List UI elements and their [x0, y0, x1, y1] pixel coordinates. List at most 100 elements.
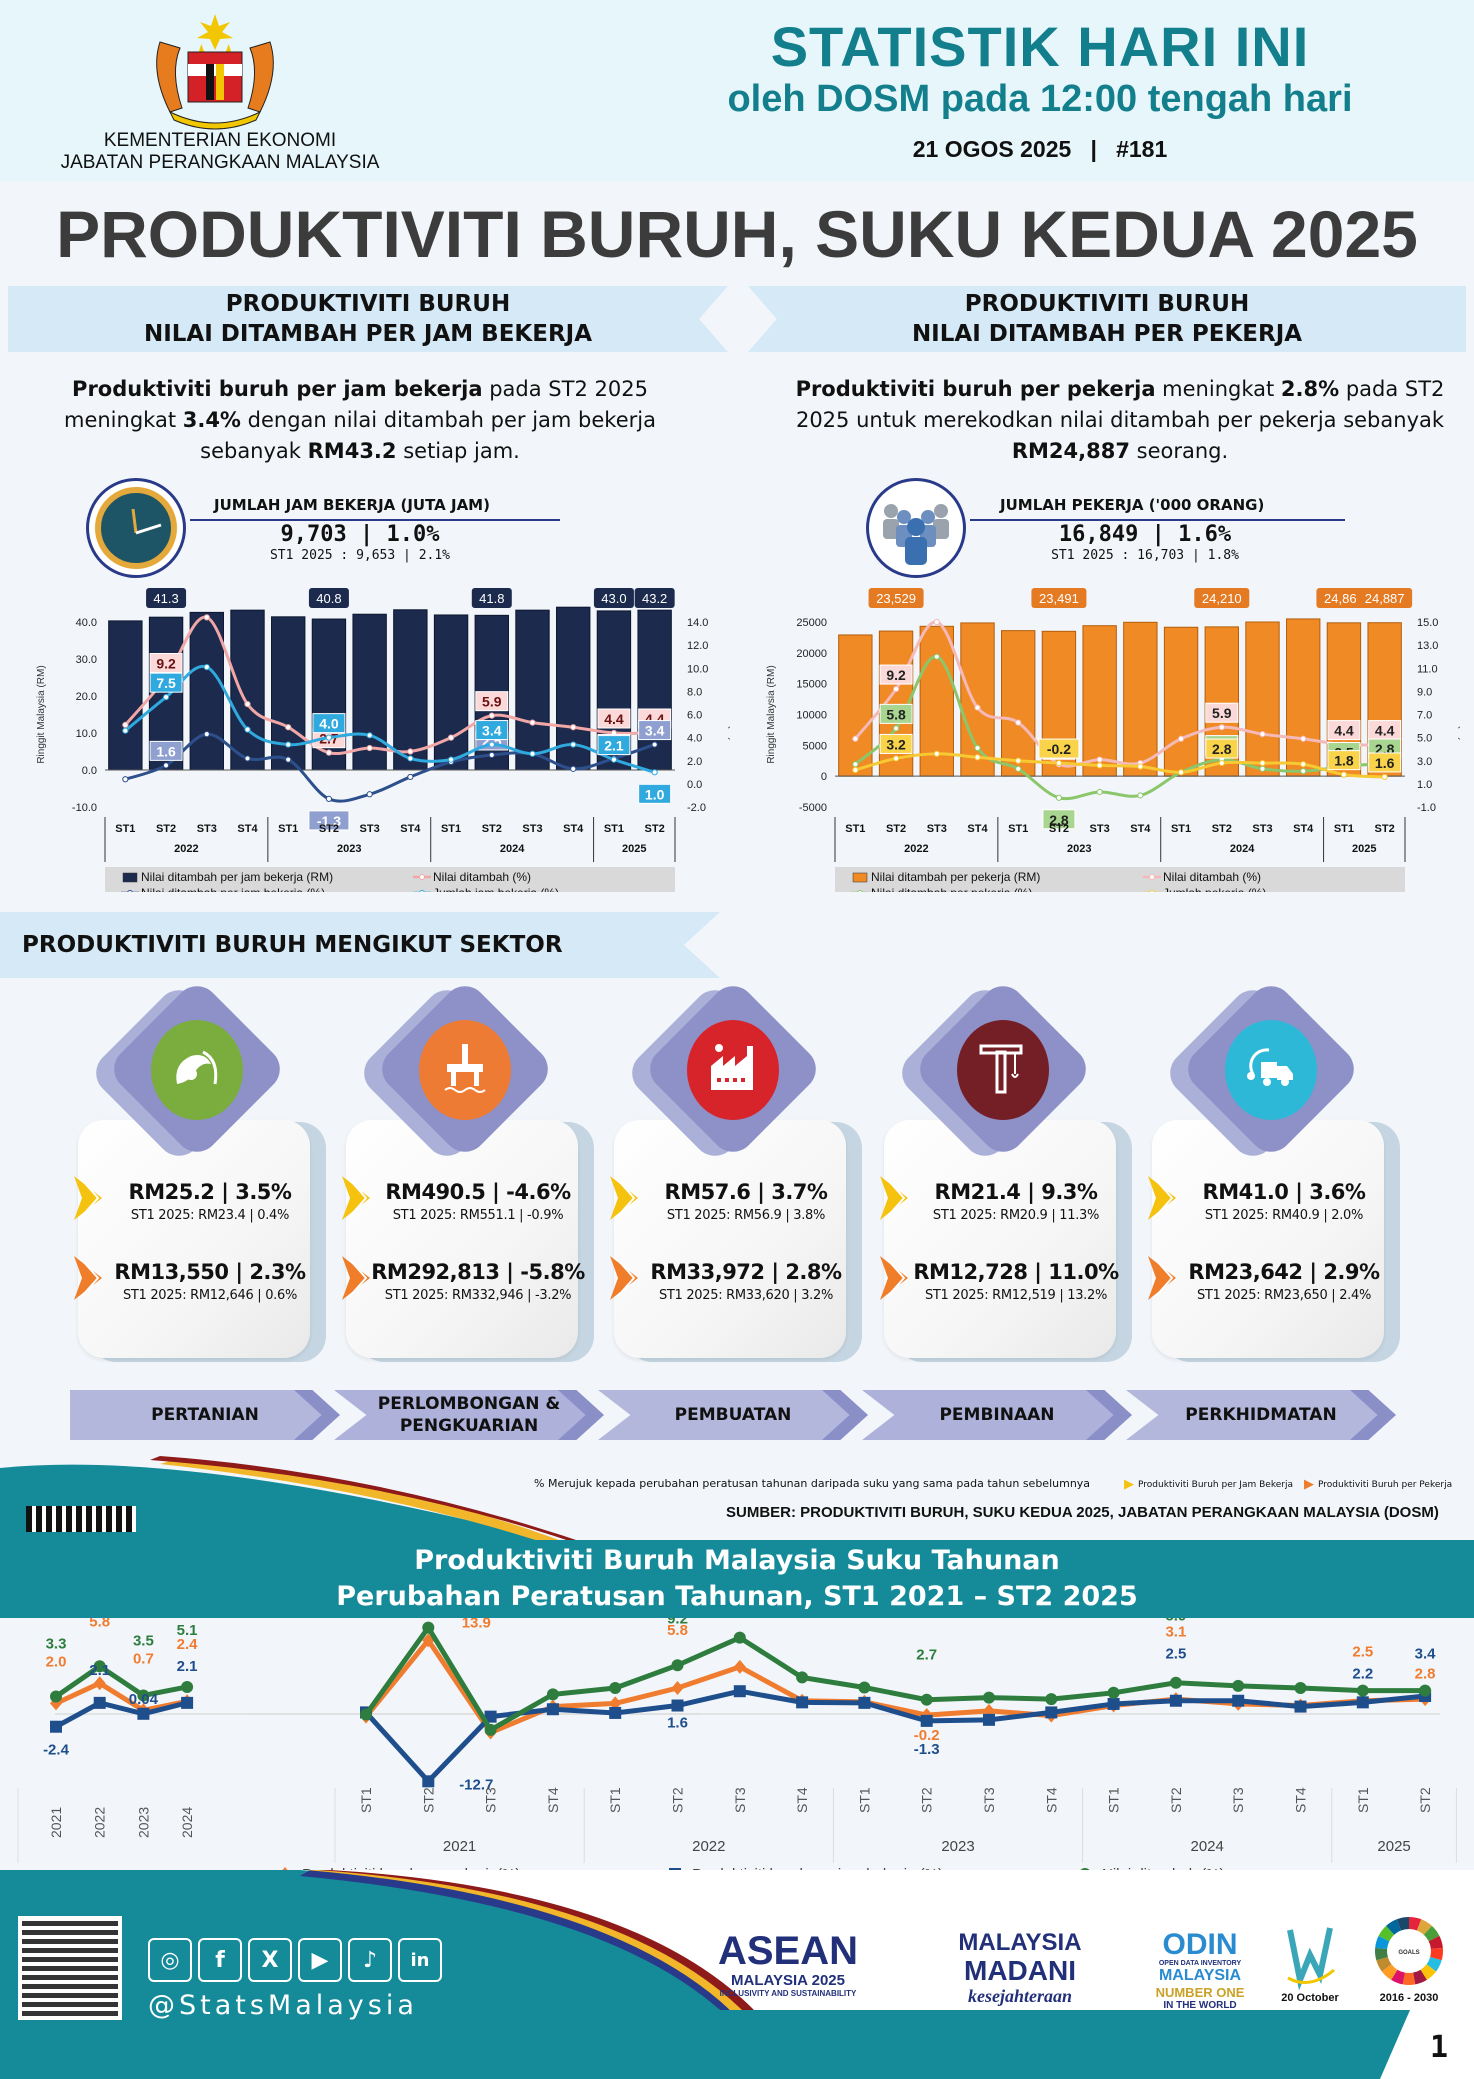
series-marker	[733, 1659, 746, 1674]
series-marker	[1294, 1700, 1307, 1713]
per-worker-banner: PRODUKTIVITI BURUH NILAI DITAMBAH PER PE…	[748, 286, 1466, 352]
series-point	[285, 724, 292, 731]
hour-value: RM41.0 | 3.6%	[1202, 1180, 1366, 1204]
series-point	[1177, 769, 1185, 776]
bar	[960, 622, 995, 777]
quarterly-data-label: 5.9	[1165, 1618, 1186, 1625]
series-line	[124, 732, 656, 803]
series-marker	[1232, 1694, 1245, 1707]
youtube-icon[interactable]: ▶	[298, 1938, 342, 1982]
series-point	[974, 754, 981, 761]
series-label-bg	[149, 740, 183, 761]
summary-text: seorang.	[1129, 439, 1229, 463]
decorative-swoosh	[0, 1456, 600, 1548]
series-marker	[1169, 1676, 1182, 1689]
statistics-day-logo-icon	[1287, 1927, 1335, 1990]
series-marker	[1419, 1684, 1432, 1697]
x-tick-label: ST4	[237, 823, 258, 835]
sdg-caption: 2016 - 2030	[1379, 1992, 1439, 2004]
quarterly-data-label: 13.9	[462, 1618, 491, 1632]
series-label-bg	[1327, 750, 1361, 771]
quarterly-data-label: 2.7	[916, 1647, 937, 1664]
hour-value: RM57.6 | 3.7%	[664, 1180, 828, 1204]
hour-chevron-icon	[74, 1176, 102, 1220]
bar-value-badge	[146, 588, 187, 608]
year-label: 2024	[1230, 843, 1255, 855]
series-value-label: 1.6	[156, 743, 176, 759]
series-marker	[422, 1633, 435, 1648]
facebook-icon[interactable]: f	[198, 1938, 242, 1982]
series-point	[852, 761, 859, 768]
hour-previous: ST1 2025: RM56.9 | 3.8%	[666, 1208, 826, 1223]
qr-code[interactable]	[18, 1916, 122, 2020]
total-workers-value: 16,849 | 1.6%	[1058, 522, 1232, 547]
asean-logo: ASEAN MALAYSIA 2025 INCLUSIVITY AND SUST…	[678, 1930, 898, 1998]
worker-previous: ST1 2025: RM23,650 | 2.4%	[1196, 1288, 1372, 1303]
y2-tick-label: 11.0	[1417, 663, 1438, 675]
total-hours-value: 9,703 | 1.0%	[280, 522, 440, 547]
series-marker	[93, 1676, 106, 1691]
bar	[189, 611, 224, 771]
series-label-bg	[1205, 738, 1239, 759]
series-point	[447, 756, 455, 763]
series-point	[570, 741, 577, 748]
annual-data-label: 2.1	[89, 1662, 110, 1679]
social-handle[interactable]: @StatsMalaysia	[148, 1990, 418, 2021]
legend-label: Nilai ditambah (%)	[433, 870, 531, 884]
worker-chevron-icon	[1148, 1256, 1176, 1300]
per-worker-banner-line-1: PRODUKTIVITI BURUH	[964, 291, 1250, 317]
series-point	[122, 727, 129, 734]
legend-worker: ▶ Produktiviti Buruh per Pekerja	[1304, 1477, 1452, 1492]
series-point	[570, 765, 577, 772]
series-point	[122, 721, 129, 729]
series-point	[203, 663, 210, 671]
bar	[393, 609, 428, 771]
odin-title: ODIN	[1162, 1928, 1238, 1961]
year-label: 2024	[1191, 1838, 1224, 1855]
card-body	[614, 1120, 846, 1358]
quarterly-x-label: ST1	[856, 1787, 872, 1813]
agriculture-icon	[176, 1050, 218, 1085]
series-marker	[1107, 1686, 1120, 1699]
sector-name: PEMBINAAN	[939, 1405, 1055, 1425]
linkedin-icon[interactable]: in	[398, 1938, 442, 1982]
sector-section-title: PRODUKTIVITI BURUH MENGIKUT SEKTOR	[0, 912, 720, 978]
series-point	[1096, 762, 1103, 769]
series-point	[892, 755, 900, 762]
y-tick-label: 20.0	[76, 691, 97, 703]
tiktok-icon[interactable]: ♪	[348, 1938, 392, 1982]
worker-value: RM23,642 | 2.9%	[1188, 1260, 1380, 1284]
odin-line-3: MALAYSIA	[1158, 1967, 1242, 1984]
sdg-segment	[1402, 1972, 1416, 1985]
y2-tick-label: 7.0	[1417, 710, 1432, 722]
series-point	[570, 724, 577, 731]
total-hours-label: JUMLAH JAM BEKERJA (JUTA JAM)	[214, 496, 490, 514]
worker-value: RM13,550 | 2.3%	[114, 1260, 306, 1284]
series-label-bg	[475, 720, 509, 741]
oil-rig-icon	[444, 1044, 486, 1093]
series-label-bg	[312, 713, 346, 734]
sector-strip-item: PERKHIDMATAN	[1126, 1390, 1396, 1440]
x-tick-label: ST1	[604, 823, 624, 835]
bar	[1082, 625, 1117, 777]
series-label-bg	[1205, 702, 1239, 723]
series-point	[933, 618, 940, 626]
series-point	[1015, 719, 1022, 726]
legend-swatch-point	[419, 890, 425, 892]
summary-bold: Produktiviti buruh per jam bekerja	[72, 377, 483, 401]
services-truck-icon	[1247, 1048, 1293, 1086]
series-marker	[181, 1680, 194, 1693]
year-label: 2022	[692, 1838, 725, 1855]
worker-previous: ST1 2025: RM33,620 | 3.2%	[658, 1288, 834, 1303]
year-label: 2021	[443, 1838, 476, 1855]
series-value-label: 1.0	[645, 786, 665, 802]
sector-name: PEMBUATAN	[674, 1405, 792, 1425]
quarterly-series-line	[363, 1623, 1426, 1734]
sdg-segment	[1428, 1935, 1443, 1949]
annual-data-label: 2.4	[177, 1636, 199, 1653]
instagram-icon[interactable]: ◎	[148, 1938, 192, 1982]
series-point	[447, 734, 455, 741]
x-icon[interactable]: X	[248, 1938, 292, 1982]
y2-tick-label: 9.0	[1417, 686, 1432, 698]
annual-x-label: 2023	[135, 1807, 151, 1838]
